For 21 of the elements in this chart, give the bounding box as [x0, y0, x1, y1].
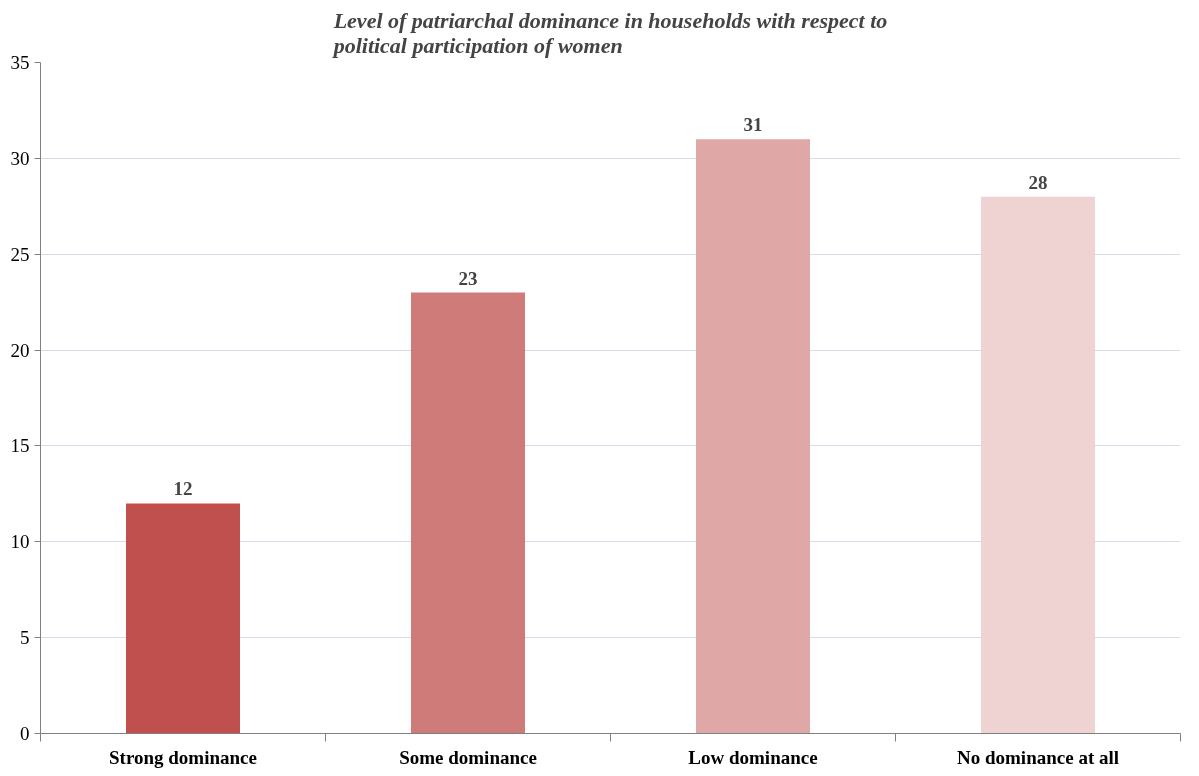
y-tick-label: 25 [10, 243, 30, 265]
bar [981, 196, 1095, 734]
x-tick-label: Some dominance [399, 746, 537, 768]
data-label: 23 [458, 267, 478, 289]
y-tick-label: 10 [10, 531, 30, 553]
bar [696, 139, 810, 734]
y-tick-label: 5 [20, 627, 30, 649]
chart-title: Level of patriarchal dominance in households with respect to political participation of women [331, 7, 888, 58]
data-label: 31 [743, 114, 763, 136]
y-tick-label: 15 [10, 435, 30, 457]
bar [411, 292, 525, 734]
y-tick-label: 0 [20, 723, 30, 744]
y-tick-label: 35 [10, 52, 30, 73]
data-label: 12 [173, 478, 193, 500]
y-tick-label: 20 [10, 339, 30, 361]
x-tick-label: Low dominance [688, 746, 818, 768]
bar [126, 503, 240, 734]
data-label: 28 [1028, 171, 1048, 193]
y-tick-label: 30 [10, 147, 30, 169]
x-tick-label: Strong dominance [109, 746, 257, 768]
x-tick-label: No dominance at all [956, 746, 1120, 768]
